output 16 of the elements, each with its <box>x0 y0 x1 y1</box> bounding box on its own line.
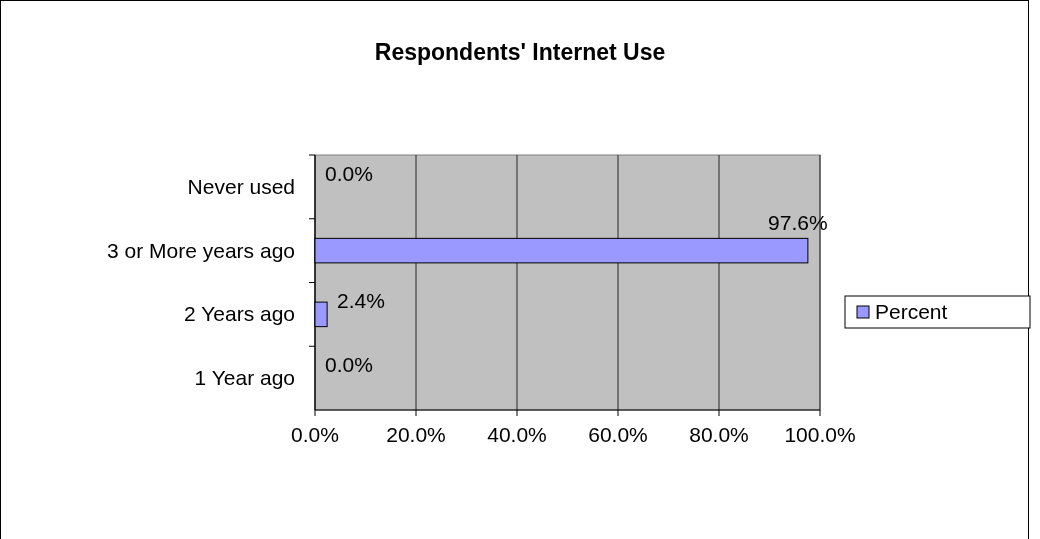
x-tick-label: 20.0% <box>386 423 446 446</box>
y-tick-label: 2 Years ago <box>184 302 295 326</box>
data-label: 0.0% <box>325 161 373 185</box>
chart-title: Respondents' Internet Use <box>374 39 666 65</box>
x-tick-label: 0.0% <box>291 423 339 446</box>
y-tick-label: 1 Year ago <box>194 366 295 390</box>
x-tick-label: 60.0% <box>588 423 648 446</box>
legend-label: Percent <box>875 300 948 323</box>
y-tick-label: Never used <box>187 174 295 198</box>
x-tick-label: 100.0% <box>784 423 856 446</box>
data-label: 0.0% <box>325 353 373 377</box>
y-tick-label: 3 or More years ago <box>107 238 295 262</box>
x-tick-label: 80.0% <box>689 423 749 446</box>
data-label: 2.4% <box>337 289 385 313</box>
data-label: 97.6% <box>768 211 828 235</box>
x-tick-label: 40.0% <box>487 423 547 446</box>
